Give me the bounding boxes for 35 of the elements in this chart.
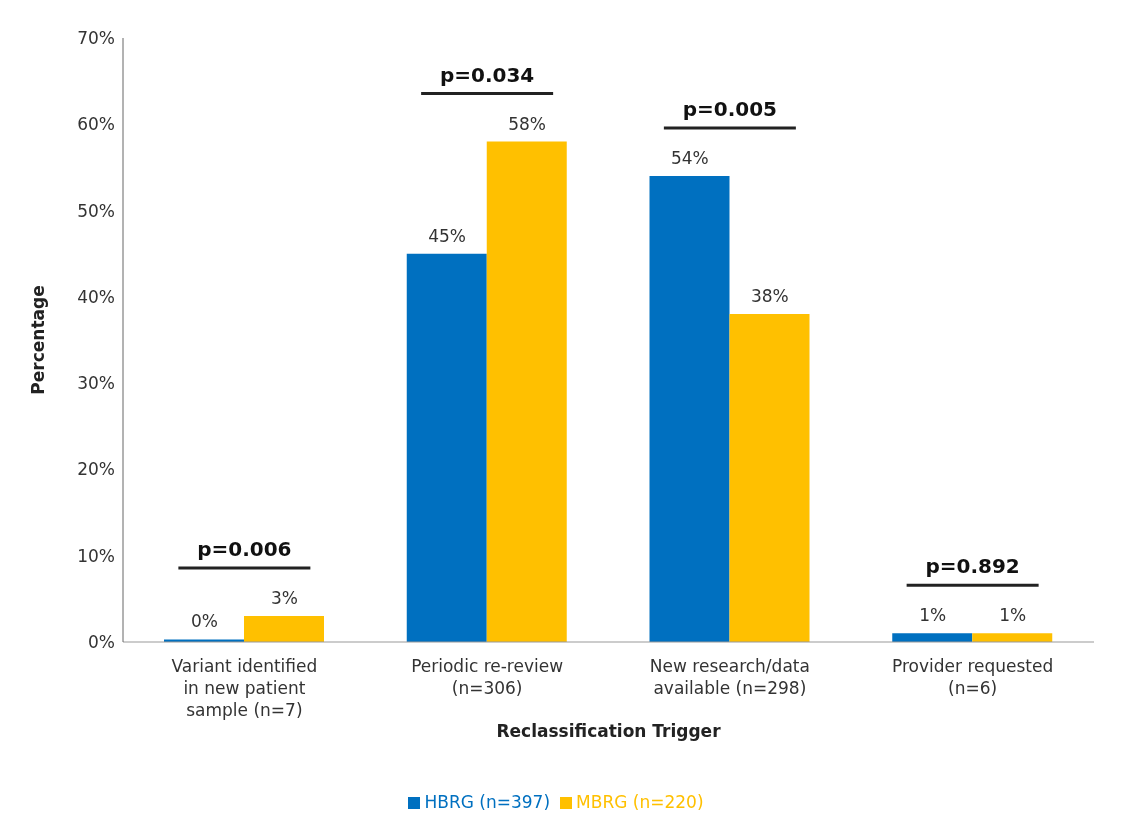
x-tick-label: Periodic re-review (n=306) bbox=[411, 656, 564, 698]
data-label: 1% bbox=[919, 605, 947, 626]
bar bbox=[406, 253, 487, 642]
data-label: 38% bbox=[750, 286, 789, 307]
x-tick-label: Variant identified in new patient sample (n=7) bbox=[171, 656, 318, 720]
bar bbox=[649, 176, 730, 642]
legend-label: HBRG (n=397) bbox=[424, 792, 551, 812]
y-tick-label: 30% bbox=[77, 373, 115, 394]
annotation: p=0.892 bbox=[925, 554, 1020, 579]
data-label: 45% bbox=[428, 225, 467, 246]
y-tick-label: 20% bbox=[77, 459, 115, 480]
annotation: p=0.006 bbox=[197, 537, 292, 562]
y-tick-label: 60% bbox=[77, 114, 115, 135]
bar bbox=[972, 633, 1053, 642]
data-label: 3% bbox=[270, 588, 298, 609]
bar bbox=[486, 141, 567, 642]
annotation: p=0.034 bbox=[439, 62, 535, 87]
x-tick-label: New research/data available (n=298) bbox=[649, 656, 810, 698]
x-tick-label: Provider requested (n=6) bbox=[891, 656, 1054, 698]
data-label: 0% bbox=[190, 611, 218, 632]
data-label: 1% bbox=[999, 605, 1027, 626]
data-label: 54% bbox=[670, 148, 709, 169]
y-tick-label: 0% bbox=[88, 632, 115, 653]
y-tick-label: 10% bbox=[77, 545, 115, 566]
y-axis-title: Percentage bbox=[28, 285, 49, 395]
legend-label: MBRG (n=220) bbox=[576, 792, 704, 812]
y-tick-label: 70% bbox=[77, 28, 115, 49]
x-axis-title: Reclassification Trigger bbox=[496, 721, 722, 741]
y-tick-label: 40% bbox=[77, 286, 115, 307]
bar bbox=[729, 314, 810, 642]
bar bbox=[244, 616, 324, 642]
bar bbox=[892, 633, 973, 642]
y-tick-label: 50% bbox=[77, 200, 115, 221]
data-label: 58% bbox=[508, 113, 547, 134]
annotation: p=0.005 bbox=[682, 97, 778, 122]
